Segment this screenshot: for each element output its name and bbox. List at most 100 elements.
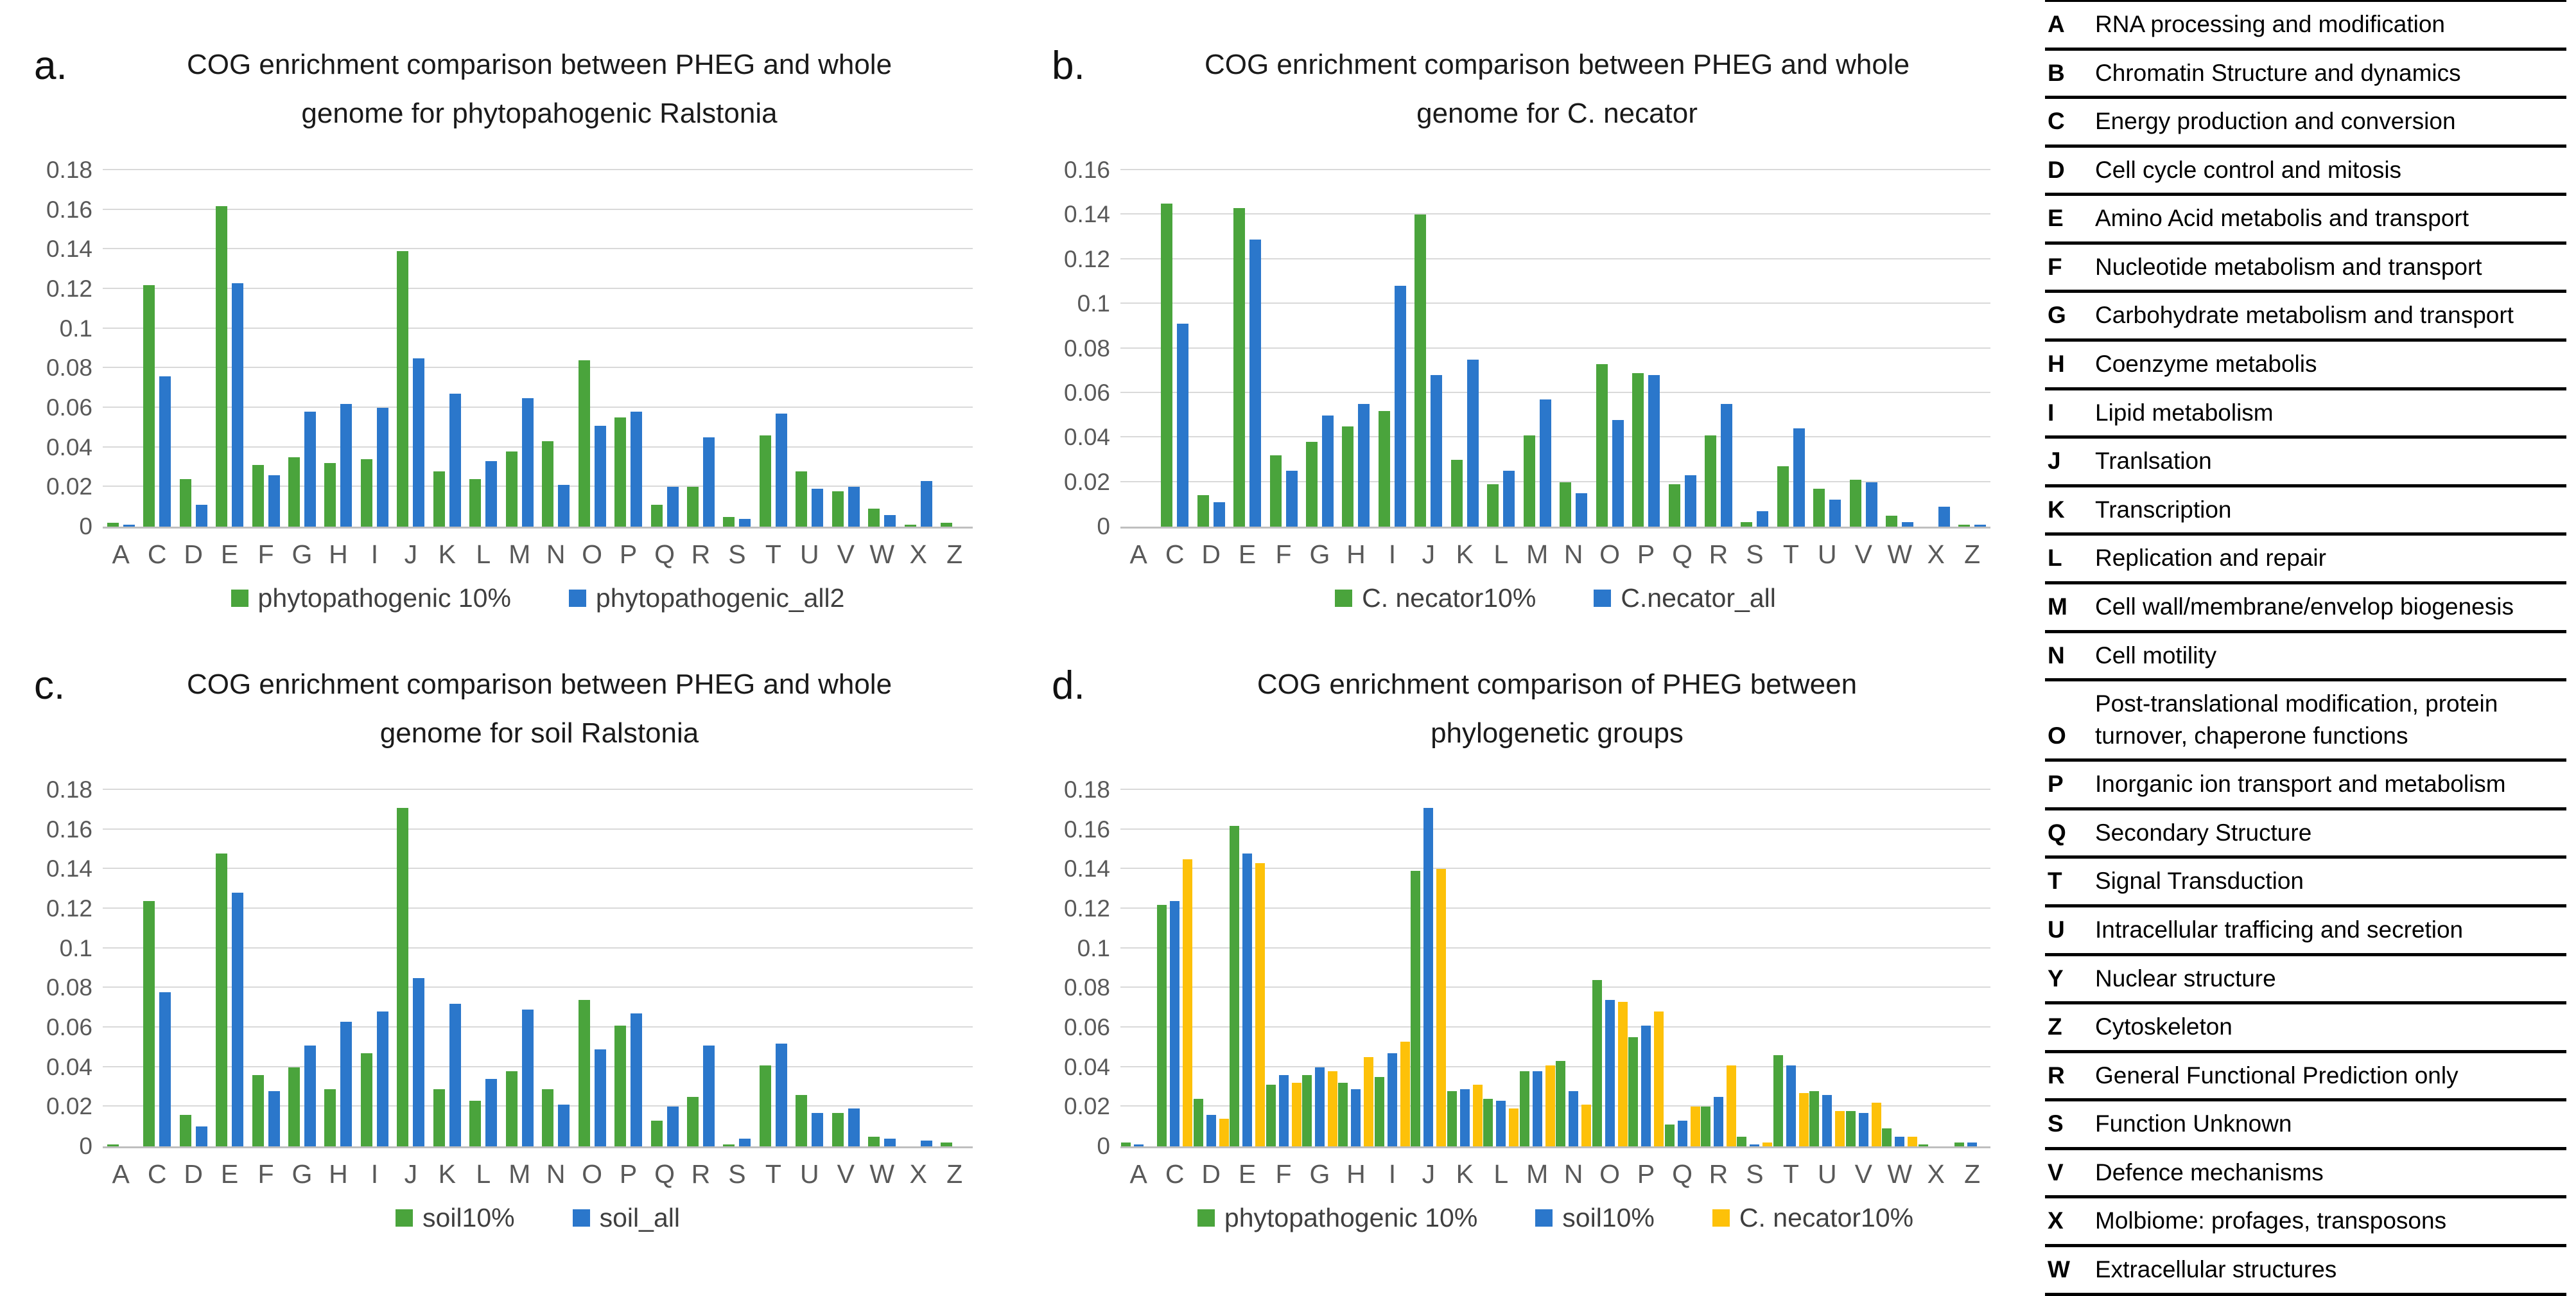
legend-label: phytopathogenic_all2 — [595, 583, 845, 613]
table-row-C: C Energy production and conversion — [2045, 97, 2566, 148]
y-axis-tick-label: 0.08 — [46, 355, 92, 381]
green-swatch-icon — [396, 1209, 413, 1227]
cog-description: Post-translational modification, protein… — [2095, 679, 2566, 762]
green-swatch-icon — [231, 590, 248, 607]
bar-N-green — [542, 441, 554, 527]
bar-F-green — [1269, 455, 1282, 527]
x-axis-label-I: I — [370, 539, 379, 569]
bar-C-blue — [1177, 324, 1189, 527]
bar-group-G — [284, 790, 320, 1146]
bar-I-green — [1374, 1077, 1384, 1146]
cog-code: L — [2045, 534, 2095, 584]
bar-group-O — [1592, 790, 1628, 1146]
bar-Z-green — [941, 522, 953, 527]
y-axis-tick-label: 0.16 — [1063, 157, 1110, 183]
blue-swatch-icon — [1535, 1209, 1553, 1227]
x-axis-label-S: S — [1746, 539, 1764, 569]
x-axis-label-A: A — [1129, 539, 1147, 569]
bar-W-green — [1882, 1128, 1892, 1146]
bar-H-yellow — [1364, 1057, 1374, 1146]
bar-J-green — [1411, 871, 1421, 1146]
bar-D-green — [1197, 495, 1209, 527]
cog-code: A — [2045, 0, 2095, 51]
x-axis-label-L: L — [1493, 539, 1509, 569]
bar-X-green — [904, 524, 916, 527]
bar-group-D — [1193, 170, 1229, 527]
gridline — [1120, 302, 1990, 304]
bar-group-O — [574, 790, 610, 1146]
legend-item: phytopathogenic 10% — [1197, 1203, 1477, 1233]
bar-G-green — [1301, 1075, 1312, 1146]
cog-code: V — [2045, 1148, 2095, 1199]
bar-F-green — [252, 465, 264, 527]
bar-P-green — [1632, 372, 1644, 527]
bar-groups — [1120, 170, 1990, 527]
bar-N-blue — [558, 1105, 570, 1146]
legend-item: phytopathogenic 10% — [231, 583, 511, 613]
yellow-swatch-icon — [1712, 1209, 1730, 1227]
bar-group-H — [1338, 170, 1374, 527]
table-row-G: G Carbohydrate metabolism and transport — [2045, 291, 2566, 342]
x-axis-label-Z: Z — [946, 1159, 963, 1189]
x-axis-label-A: A — [1129, 1159, 1147, 1189]
bar-group-M — [501, 790, 537, 1146]
bar-group-S — [1737, 170, 1773, 527]
bar-U-blue — [1829, 500, 1841, 527]
bar-Q-green — [650, 1120, 663, 1146]
cog-description: Secondary Structure — [2095, 809, 2566, 859]
bar-S-blue — [1750, 1144, 1760, 1146]
y-axis-tick-label: 0.18 — [46, 776, 92, 803]
plot-area: 0 0.02 0.04 0.06 0.08 0.1 0.12 0.14 0.16 0.18 — [1064, 776, 1990, 1159]
bar-S-green — [1737, 1136, 1747, 1146]
bar-group-P — [1628, 790, 1664, 1146]
y-axis-tick-label: 0.18 — [46, 157, 92, 183]
bar-group-E — [1229, 790, 1266, 1146]
table-row-L: L Replication and repair — [2045, 534, 2566, 584]
bar-S-green — [1741, 522, 1753, 527]
bar-W-green — [1886, 515, 1898, 527]
bar-A-green — [1120, 1142, 1131, 1146]
chart-panel-d: d. COG enrichment comparison of PHEG betw… — [1034, 629, 2016, 1249]
y-axis-tick-label: 0.16 — [46, 196, 92, 223]
x-axis-label-V: V — [837, 539, 855, 569]
bar-K-green — [433, 1089, 445, 1146]
y-axis-tick-label: 0.12 — [1063, 245, 1110, 272]
bar-C-green — [1157, 904, 1167, 1146]
bar-group-E — [211, 790, 247, 1146]
bar-J-yellow — [1436, 869, 1447, 1146]
bar-G-green — [1305, 442, 1318, 527]
bar-L-yellow — [1509, 1108, 1519, 1146]
y-axis-tick-label: 0.06 — [1063, 1014, 1110, 1040]
x-axis-label-T: T — [1782, 539, 1799, 569]
cog-code: G — [2045, 291, 2095, 342]
y-axis-tick-label: 0.04 — [46, 433, 92, 460]
y-axis-tick-label: 0.18 — [1063, 776, 1110, 803]
bar-group-J — [393, 790, 429, 1146]
x-axis-label-C: C — [147, 539, 167, 569]
bar-group-Q — [1664, 170, 1700, 527]
gridline — [1120, 1026, 1990, 1028]
bar-group-Z — [1954, 790, 1990, 1146]
chart-title-line2: genome for phytopahogenic Ralstonia — [301, 98, 778, 129]
bar-group-O — [574, 170, 610, 527]
gridline — [103, 407, 973, 408]
bar-group-F — [248, 790, 284, 1146]
x-axis-label-M: M — [509, 539, 531, 569]
cog-description: RNA processing and modification — [2095, 0, 2566, 51]
cog-code: M — [2045, 582, 2095, 633]
cog-description: Transcription — [2095, 486, 2566, 536]
panel-letter: a. — [34, 44, 67, 88]
bar-I-yellow — [1400, 1041, 1410, 1146]
bar-O-blue — [1612, 419, 1624, 527]
bar-R-blue — [1720, 404, 1732, 527]
chart-panel-c: c. COG enrichment comparison between PHEG… — [16, 629, 998, 1249]
bar-A-green — [107, 522, 119, 527]
bar-group-Q — [1664, 790, 1700, 1146]
cog-code: J — [2045, 437, 2095, 487]
bar-M-blue — [521, 1010, 534, 1146]
cog-description: Cytoskeleton — [2095, 1003, 2566, 1053]
bar-V-green — [831, 491, 844, 527]
bar-E-yellow — [1255, 863, 1266, 1146]
bar-J-green — [1414, 215, 1427, 527]
table-row-A: A RNA processing and modification — [2045, 0, 2566, 51]
